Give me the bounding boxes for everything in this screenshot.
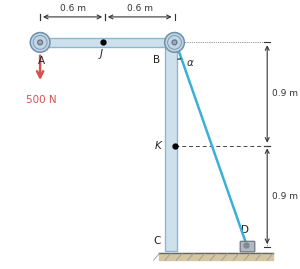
Bar [35, 38, 177, 47]
Bar [165, 38, 177, 251]
Text: 0.9 m: 0.9 m [272, 192, 298, 201]
Text: D: D [241, 225, 249, 235]
Text: 0.6 m: 0.6 m [60, 4, 86, 13]
Text: 0.6 m: 0.6 m [127, 4, 153, 13]
FancyBboxPatch shape [240, 241, 255, 252]
Text: 0.9 m: 0.9 m [272, 90, 298, 98]
Text: K: K [155, 140, 162, 151]
Text: C: C [153, 236, 161, 246]
Text: $\alpha$: $\alpha$ [185, 58, 194, 68]
Circle shape [172, 40, 177, 45]
Text: J: J [100, 49, 103, 59]
Circle shape [165, 33, 184, 52]
Text: B: B [154, 55, 160, 65]
Text: 500 N: 500 N [26, 94, 57, 105]
Circle shape [38, 40, 43, 45]
Circle shape [30, 33, 50, 52]
Text: A: A [38, 56, 45, 66]
